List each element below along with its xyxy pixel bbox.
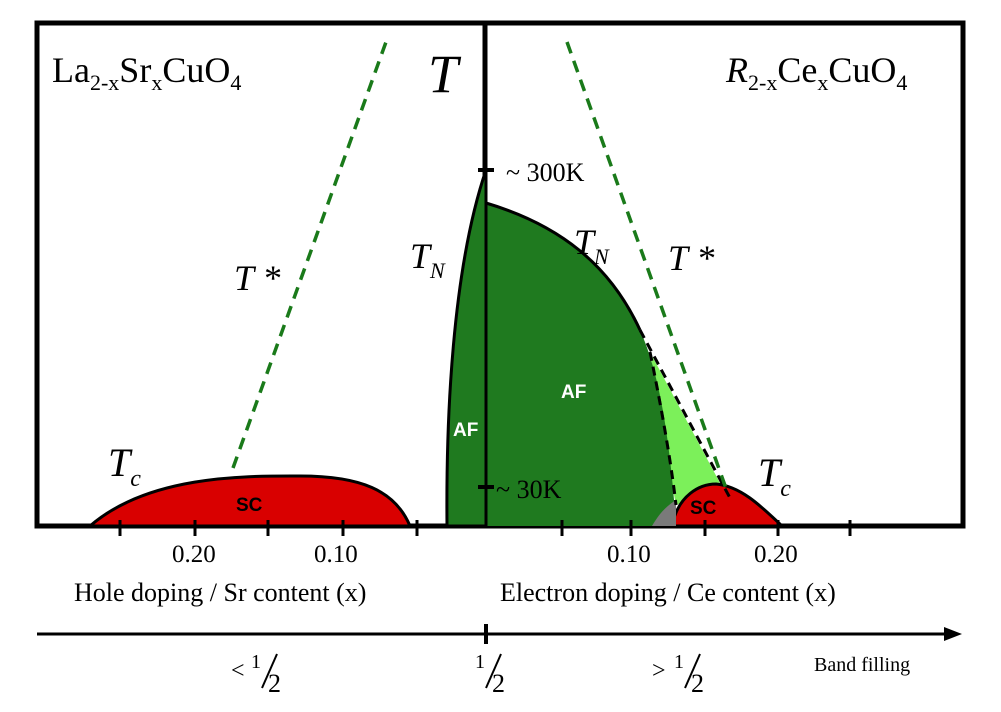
svg-text:1: 1: [475, 651, 485, 673]
svg-text:1: 1: [251, 651, 261, 673]
label-half: 1 2: [475, 651, 505, 698]
x-axis-ticks: [118, 520, 852, 536]
title-lsco: La2-xSrxCuO4: [52, 50, 241, 95]
af-boundary-dashed: [648, 351, 678, 506]
label-30k: ~ 30K: [496, 475, 562, 504]
af-label-right: AF: [561, 382, 586, 403]
sc-dome-right: [670, 482, 786, 528]
af-region-right: [486, 203, 676, 526]
band-filling-title: Band filling: [814, 654, 910, 676]
svg-text:2: 2: [268, 669, 281, 698]
tn-label-left: TN: [410, 236, 446, 283]
svg-text:1: 1: [674, 651, 684, 673]
tick-label-electron-020: 0.20: [754, 541, 798, 568]
tstar-label-left: T *: [234, 258, 280, 298]
sc-label-left: SC: [236, 495, 263, 516]
band-filling-arrowhead: [944, 627, 962, 641]
label-greater-than-half: > 1 2: [652, 651, 704, 698]
title-rcco: R2-xCexCuO4: [725, 50, 907, 95]
af-label-left: AF: [453, 420, 478, 441]
svg-text:>: >: [652, 658, 666, 684]
sc-dome-left: [85, 474, 413, 528]
label-less-than-half: < 1 2: [231, 651, 281, 698]
svg-text:2: 2: [492, 669, 505, 698]
tick-label-electron-010: 0.10: [607, 541, 651, 568]
sc-label-right: SC: [690, 498, 717, 519]
tn-boundary-right: [485, 201, 642, 331]
temperature-label: T: [428, 44, 462, 104]
tn-extension-dashed: [638, 329, 732, 499]
svg-text:2: 2: [691, 669, 704, 698]
tn-label-right: TN: [574, 222, 610, 269]
tstar-line-left: [231, 41, 388, 469]
tstar-label-right: T *: [668, 238, 714, 278]
svg-text:<: <: [231, 658, 245, 684]
tick-label-hole-010: 0.10: [314, 541, 358, 568]
af-region-left: [445, 169, 488, 528]
overlap-region: [652, 500, 676, 526]
tc-label-right: Tc: [758, 450, 791, 502]
label-300k: ~ 300K: [506, 158, 585, 187]
tick-label-hole-020: 0.20: [172, 541, 216, 568]
xlabel-hole-doping: Hole doping / Sr content (x): [74, 578, 366, 607]
tc-label-left: Tc: [108, 440, 141, 492]
xlabel-electron-doping: Electron doping / Ce content (x): [500, 578, 836, 607]
